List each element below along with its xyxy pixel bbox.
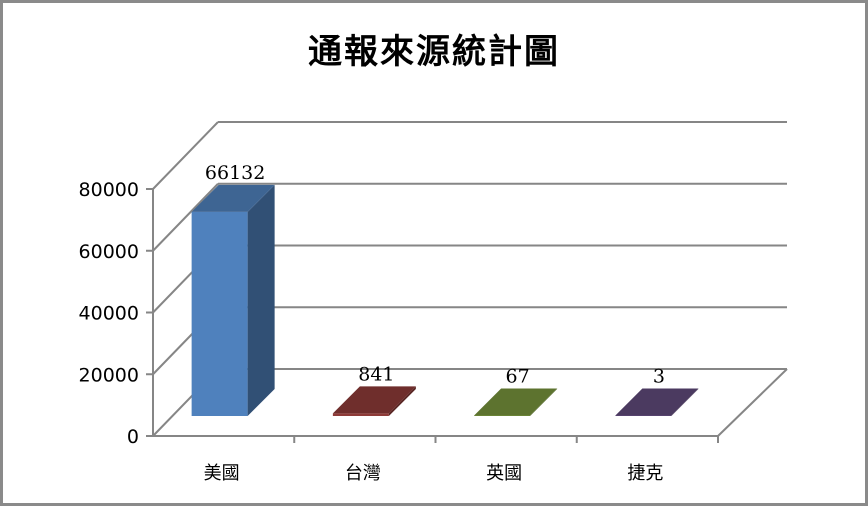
- y-tick-label: 80000: [79, 179, 139, 201]
- bar-2[interactable]: [474, 388, 558, 417]
- data-label: 67: [506, 366, 530, 388]
- bar-1[interactable]: [332, 386, 416, 416]
- bar-3[interactable]: [615, 388, 699, 417]
- x-category-label: 台灣: [345, 463, 381, 484]
- data-label: 66132: [205, 162, 265, 184]
- x-category-label: 英國: [486, 463, 522, 484]
- data-label: 841: [358, 363, 394, 385]
- bar-0[interactable]: [191, 184, 275, 416]
- y-tick-label: 20000: [79, 364, 139, 386]
- x-category-label: 捷克: [627, 463, 663, 484]
- y-tick-label: 60000: [79, 241, 139, 263]
- y-tick-label: 0: [127, 426, 139, 448]
- chart-title: 通報來源統計圖: [308, 32, 560, 72]
- y-tick-label: 40000: [79, 303, 139, 325]
- data-label: 3: [653, 366, 665, 388]
- x-category-label: 美國: [204, 463, 240, 484]
